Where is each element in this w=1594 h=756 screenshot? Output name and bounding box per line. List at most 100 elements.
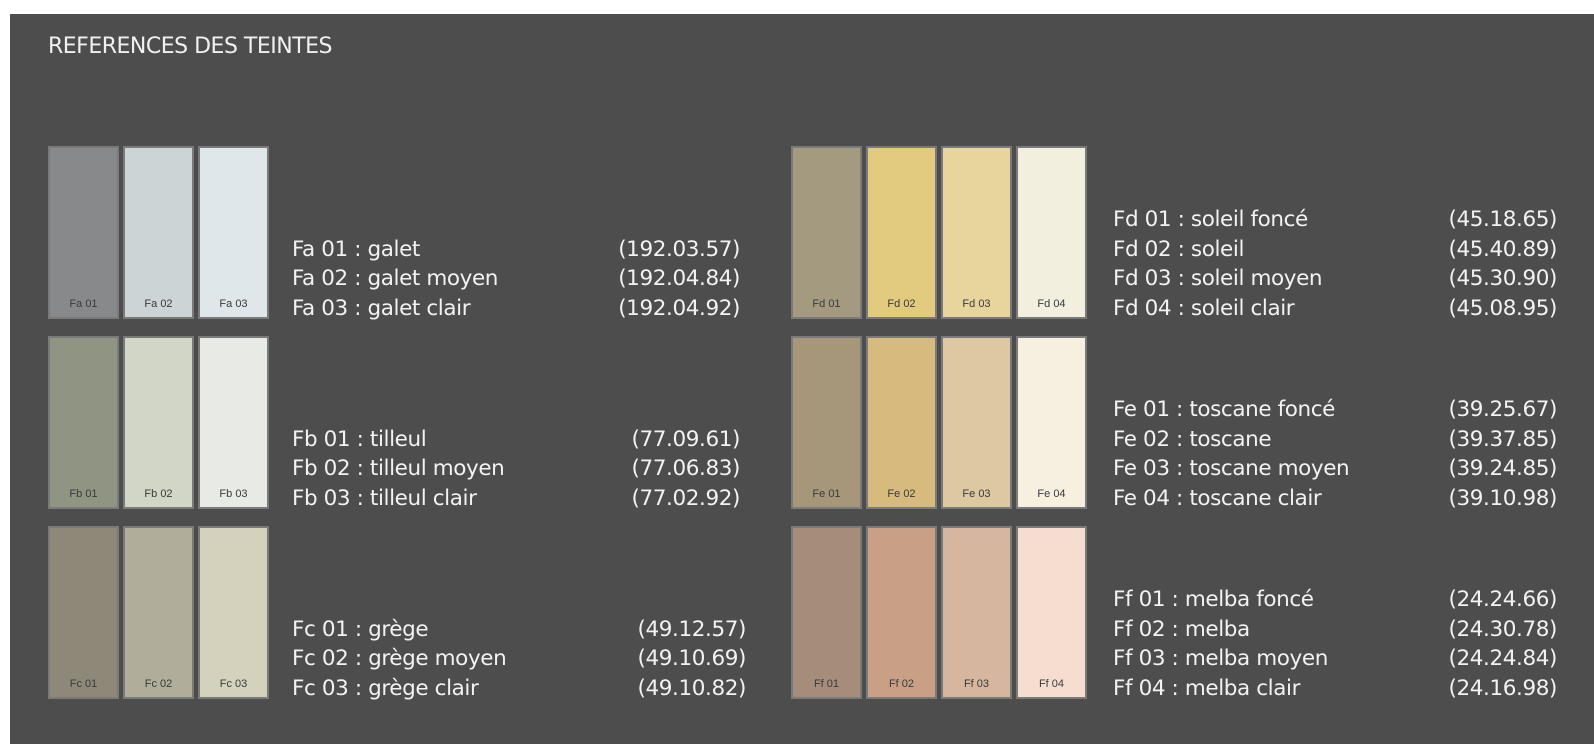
color-swatch: Fe 01 — [791, 336, 862, 509]
swatch-code: Fb 03 — [219, 488, 248, 500]
shade-line: Ff 01 : melba foncé (24.24.66) — [1113, 585, 1557, 615]
swatch-row: Fb 01 Fb 02 Fb 03 — [48, 336, 269, 509]
shade-reference: (39.37.85) — [1448, 426, 1557, 452]
shade-reference: (77.06.83) — [631, 456, 740, 482]
shade-reference: (192.04.92) — [618, 295, 740, 321]
shade-name: Ff 01 : melba foncé — [1113, 587, 1314, 613]
swatch-code: Fa 03 — [219, 298, 248, 310]
color-swatch: Fd 01 — [791, 146, 862, 319]
shade-reference: (49.10.82) — [637, 675, 746, 701]
shade-name: Ff 04 : melba clair — [1113, 675, 1301, 701]
swatch-code: Fe 04 — [1037, 488, 1066, 500]
shade-line: Fa 03 : galet clair (192.04.92) — [292, 294, 740, 324]
shade-reference: (39.24.85) — [1448, 456, 1557, 482]
shade-name: Ff 03 : melba moyen — [1113, 646, 1328, 672]
swatch-code: Fc 01 — [69, 678, 98, 690]
color-chart-panel: REFERENCES DES TEINTES Fa 01 Fa 02 Fa 03… — [10, 14, 1594, 744]
shade-reference: (24.30.78) — [1448, 616, 1557, 642]
swatch-code: Fe 03 — [962, 488, 991, 500]
shade-list: Fa 01 : galet (192.03.57) Fa 02 : galet m… — [292, 235, 740, 324]
shade-reference: (77.09.61) — [631, 426, 740, 452]
color-swatch: Fd 02 — [866, 146, 937, 319]
shade-name: Fe 01 : toscane foncé — [1113, 397, 1335, 423]
shade-line: Fd 04 : soleil clair (45.08.95) — [1113, 294, 1557, 324]
swatch-code: Fb 02 — [144, 488, 173, 500]
swatch-code: Fd 02 — [887, 298, 916, 310]
shade-name: Fa 03 : galet clair — [292, 295, 471, 321]
shade-name: Fb 02 : tilleul moyen — [292, 456, 505, 482]
swatch-code: Fa 01 — [69, 298, 98, 310]
shade-reference: (45.30.90) — [1448, 266, 1557, 292]
shade-line: Fe 04 : toscane clair (39.10.98) — [1113, 484, 1557, 514]
shade-group-fb: Fb 01 Fb 02 Fb 03 Fb 01 : tilleul (77.09.… — [48, 336, 748, 511]
shade-group-fa: Fa 01 Fa 02 Fa 03 Fa 01 : galet (192.03.5… — [48, 146, 748, 321]
color-swatch: Fb 02 — [123, 336, 194, 509]
shade-group-fc: Fc 01 Fc 02 Fc 03 Fc 01 : grège (49.12.57… — [48, 526, 758, 701]
shade-list: Ff 01 : melba foncé (24.24.66) Ff 02 : me… — [1113, 585, 1557, 703]
shade-reference: (49.10.69) — [637, 646, 746, 672]
color-swatch: Fa 01 — [48, 146, 119, 319]
color-swatch: Fe 03 — [941, 336, 1012, 509]
shade-name: Fe 02 : toscane — [1113, 426, 1272, 452]
shade-line: Fb 01 : tilleul (77.09.61) — [292, 425, 740, 455]
color-swatch: Fa 02 — [123, 146, 194, 319]
shade-reference: (24.24.84) — [1448, 646, 1557, 672]
shade-name: Ff 02 : melba — [1113, 616, 1250, 642]
shade-reference: (24.24.66) — [1448, 587, 1557, 613]
shade-reference: (45.18.65) — [1448, 207, 1557, 233]
shade-line: Fe 03 : toscane moyen (39.24.85) — [1113, 454, 1557, 484]
swatch-code: Ff 03 — [963, 678, 990, 690]
swatch-code: Fe 01 — [812, 488, 841, 500]
shade-reference: (49.12.57) — [637, 616, 746, 642]
color-swatch: Fd 03 — [941, 146, 1012, 319]
shade-reference: (45.08.95) — [1448, 295, 1557, 321]
shade-name: Fb 01 : tilleul — [292, 426, 427, 452]
shade-name: Fd 01 : soleil foncé — [1113, 207, 1308, 233]
color-swatch: Fc 01 — [48, 526, 119, 699]
color-swatch: Ff 02 — [866, 526, 937, 699]
shade-line: Fe 02 : toscane (39.37.85) — [1113, 425, 1557, 455]
shade-reference: (192.04.84) — [618, 266, 740, 292]
shade-name: Fd 03 : soleil moyen — [1113, 266, 1323, 292]
swatch-code: Ff 02 — [888, 678, 915, 690]
shade-name: Fc 01 : grège — [292, 616, 429, 642]
color-swatch: Fd 04 — [1016, 146, 1087, 319]
color-swatch: Ff 03 — [941, 526, 1012, 699]
color-swatch: Fc 02 — [123, 526, 194, 699]
shade-group-ff: Ff 01 Ff 02 Ff 03 Ff 04 Ff 01 : melba fo… — [791, 526, 1561, 701]
shade-name: Fe 03 : toscane moyen — [1113, 456, 1350, 482]
shade-reference: (24.16.98) — [1448, 675, 1557, 701]
shade-reference: (39.10.98) — [1448, 485, 1557, 511]
shade-reference: (192.03.57) — [618, 236, 740, 262]
shade-group-fe: Fe 01 Fe 02 Fe 03 Fe 04 Fe 01 : toscane … — [791, 336, 1561, 511]
swatch-code: Fa 02 — [144, 298, 173, 310]
shade-line: Fe 01 : toscane foncé (39.25.67) — [1113, 395, 1557, 425]
shade-name: Fb 03 : tilleul clair — [292, 485, 477, 511]
shade-list: Fb 01 : tilleul (77.09.61) Fb 02 : tilleu… — [292, 425, 740, 514]
swatch-row: Fe 01 Fe 02 Fe 03 Fe 04 — [791, 336, 1087, 509]
color-swatch: Fe 04 — [1016, 336, 1087, 509]
shade-reference: (45.40.89) — [1448, 236, 1557, 262]
shade-reference: (39.25.67) — [1448, 397, 1557, 423]
shade-line: Ff 02 : melba (24.30.78) — [1113, 615, 1557, 645]
swatch-code: Fd 03 — [962, 298, 991, 310]
shade-line: Fc 02 : grège moyen (49.10.69) — [292, 644, 746, 674]
shade-list: Fc 01 : grège (49.12.57) Fc 02 : grège mo… — [292, 615, 746, 704]
swatch-code: Fc 02 — [144, 678, 173, 690]
color-swatch: Fb 01 — [48, 336, 119, 509]
shade-name: Fd 02 : soleil — [1113, 236, 1245, 262]
shade-line: Ff 03 : melba moyen (24.24.84) — [1113, 644, 1557, 674]
swatch-code: Fd 01 — [812, 298, 841, 310]
shade-name: Fc 03 : grège clair — [292, 675, 479, 701]
shade-line: Fa 01 : galet (192.03.57) — [292, 235, 740, 265]
color-swatch: Fb 03 — [198, 336, 269, 509]
shade-name: Fd 04 : soleil clair — [1113, 295, 1295, 321]
swatch-code: Ff 01 — [813, 678, 840, 690]
shade-line: Fd 01 : soleil foncé (45.18.65) — [1113, 205, 1557, 235]
shade-name: Fa 01 : galet — [292, 236, 420, 262]
shade-line: Fc 03 : grège clair (49.10.82) — [292, 674, 746, 704]
swatch-code: Fe 02 — [887, 488, 916, 500]
color-swatch: Fc 03 — [198, 526, 269, 699]
shade-line: Fd 03 : soleil moyen (45.30.90) — [1113, 264, 1557, 294]
shade-name: Fa 02 : galet moyen — [292, 266, 499, 292]
